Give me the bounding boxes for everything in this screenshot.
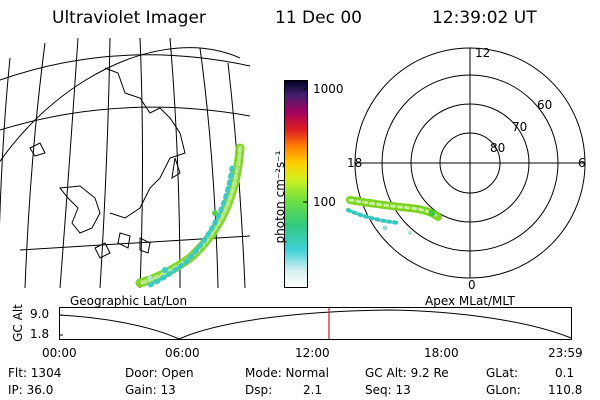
dsp-label: Dsp:: [245, 383, 273, 397]
timeline-ylabel: GC Alt: [11, 304, 25, 342]
timeline-xtick-2: 12:00: [295, 346, 330, 360]
timeline-xtick-3: 18:00: [424, 346, 459, 360]
meridian-line: [0, 57, 11, 225]
globe-limb: [0, 47, 241, 163]
mlt-label-0: 0: [468, 278, 476, 292]
glat-label: GLat:: [486, 366, 519, 380]
geographic-map: [0, 38, 250, 289]
lat-label-70: 70: [512, 120, 528, 134]
flight-readout: Flt: 1304: [8, 366, 62, 380]
polar-plot: [346, 47, 586, 279]
dsp-value: 2.1: [303, 383, 323, 397]
instrument-title: Ultraviolet Imager: [52, 8, 206, 28]
mode-readout: Mode: Normal: [245, 366, 329, 380]
meridian-line: [169, 38, 181, 289]
header-date: 11 Dec 00: [275, 8, 362, 28]
colorbar-tick-100: 100: [313, 195, 336, 209]
coastline: [171, 157, 181, 179]
door-readout: Door: Open: [125, 366, 194, 380]
colorbar-tick-1000: 1000: [313, 82, 344, 96]
parallel-line: [19, 235, 250, 251]
coastline: [29, 142, 46, 157]
coastline: [117, 232, 131, 249]
meridian-line: [99, 38, 111, 289]
altitude-curve: [59, 309, 572, 340]
coastline: [94, 242, 111, 259]
parallel-line: [0, 106, 250, 131]
timeline-ytick-high: 9.0: [30, 307, 50, 321]
meridian-line: [24, 42, 46, 289]
gain-readout: Gain: 13: [125, 383, 176, 397]
colorbar: [284, 80, 308, 288]
auroral-oval-emission: [135, 143, 245, 289]
seq-readout: Seq: 13: [365, 383, 411, 397]
coastline: [139, 237, 151, 254]
coastline: [59, 185, 101, 234]
mlt-label-12: 12: [475, 46, 491, 60]
timeline-ytick-low: 1.8: [30, 327, 50, 341]
mlt-label-18: 18: [347, 156, 363, 170]
lat-label-60: 60: [537, 98, 553, 112]
meridian-line: [199, 47, 219, 289]
meridian-line: [59, 38, 79, 289]
glon-label: GLon:: [486, 383, 521, 397]
header-time: 12:39:02 UT: [432, 8, 537, 28]
glon-value: 110.8: [548, 383, 583, 397]
colorbar-unit-label: photon cm⁻²s⁻¹: [273, 150, 287, 244]
altitude-timeline: [59, 307, 572, 340]
meridian-line: [139, 38, 143, 289]
lat-label-80: 80: [490, 141, 506, 155]
right-panel-label: Apex MLat/MLT: [425, 294, 515, 308]
parallel-line: [0, 54, 250, 81]
gc-alt-readout: GC Alt: 9.2 Re: [365, 366, 449, 380]
mlt-label-6: 6: [578, 156, 586, 170]
glat-value: 0.1: [555, 366, 575, 380]
timeline-xtick-0: 00:00: [42, 346, 77, 360]
polar-auroral-emission: [346, 196, 442, 235]
left-panel-label: Geographic Lat/Lon: [70, 294, 188, 308]
ip-readout: IP: 36.0: [8, 383, 54, 397]
timeline-xtick-4: 23:59: [548, 346, 583, 360]
timeline-xtick-1: 06:00: [165, 346, 200, 360]
coastline: [104, 67, 186, 219]
